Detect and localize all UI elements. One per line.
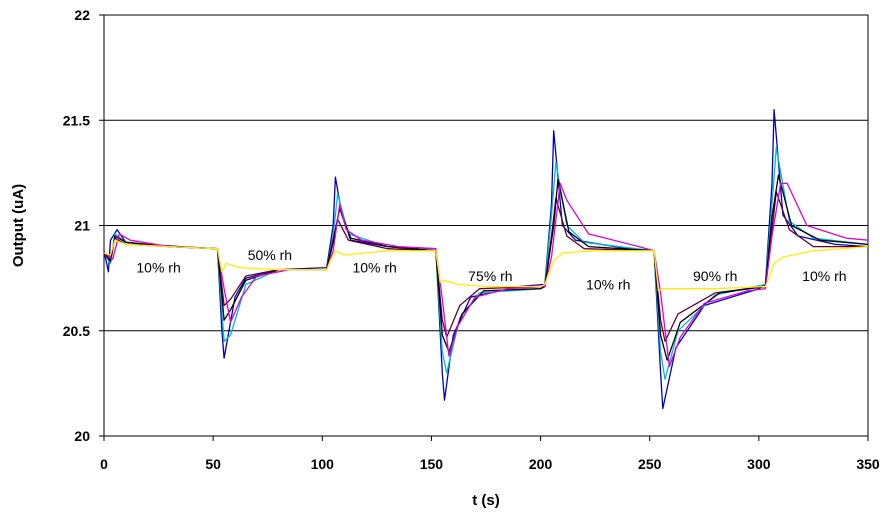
- x-tick-label: 300: [747, 456, 771, 472]
- x-tick-label: 350: [856, 456, 880, 472]
- region-label: 90% rh: [693, 268, 737, 284]
- y-axis-title: Output (uA): [10, 184, 27, 267]
- annotations: 10% rh 50% rh 10% rh 75% rh 10% rh 90% rh 10% …: [136, 247, 846, 292]
- region-label: 50% rh: [248, 247, 292, 263]
- series-line-2: [103, 191, 868, 342]
- x-tick-label: 250: [638, 456, 662, 472]
- x-tick-label: 50: [205, 456, 221, 472]
- series-line-3: [103, 174, 869, 361]
- y-tick-label: 21: [74, 218, 90, 234]
- x-tick-label: 100: [311, 456, 335, 472]
- series-line-5: [103, 239, 869, 292]
- series-lines: [103, 109, 869, 410]
- y-tick-label: 20: [74, 428, 90, 444]
- series-line-1: [103, 146, 869, 380]
- y-tick-label: 22: [74, 7, 90, 23]
- region-label: 10% rh: [352, 260, 396, 276]
- axis-ticks: 20 20.5 21 21.5 22 0 50 100 150 200 250 300 350: [63, 7, 880, 472]
- x-tick-label: 200: [529, 456, 553, 472]
- region-label: 10% rh: [802, 268, 846, 284]
- gridlines: [104, 14, 868, 437]
- region-label: 75% rh: [468, 268, 512, 284]
- region-label: 10% rh: [586, 276, 630, 292]
- y-tick-label: 20.5: [63, 323, 90, 339]
- x-tick-label: 150: [420, 456, 444, 472]
- y-tick-label: 21.5: [63, 112, 90, 128]
- x-axis-title: t (s): [472, 492, 500, 509]
- series-line-4: [103, 182, 869, 368]
- region-label: 10% rh: [136, 260, 180, 276]
- x-tick-label: 0: [100, 456, 108, 472]
